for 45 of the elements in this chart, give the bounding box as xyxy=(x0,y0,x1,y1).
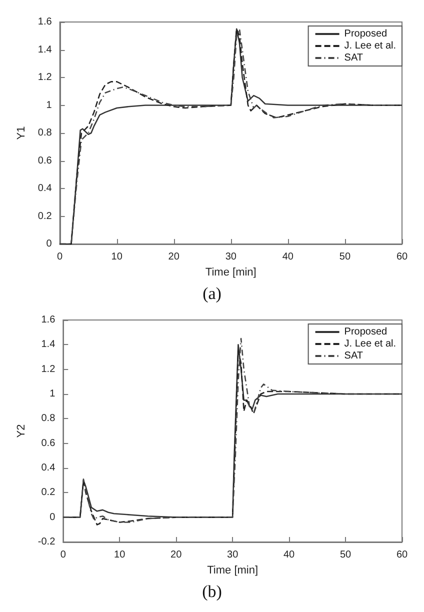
x-tick-label: 30 xyxy=(227,550,239,560)
y-tick-label: 1 xyxy=(46,100,52,111)
y-tick-label: 1.4 xyxy=(38,44,52,56)
legend-label: Proposed xyxy=(344,326,388,338)
legend-label: SAT xyxy=(344,52,364,64)
x-tick-label: 40 xyxy=(283,550,296,560)
legend-label: Proposed xyxy=(344,28,388,40)
x-tick-label: 60 xyxy=(396,252,408,262)
x-tick-label: 30 xyxy=(225,252,237,262)
y-tick-label: 1.4 xyxy=(41,339,56,350)
y-tick-label: 1.6 xyxy=(38,16,52,28)
y-tick-label: 0.6 xyxy=(41,438,56,449)
x-tick-label: 60 xyxy=(396,550,408,560)
y-tick-label: 1.2 xyxy=(38,72,52,83)
y-tick-label: 0.2 xyxy=(38,210,52,222)
text: (a) xyxy=(202,284,222,303)
x-tick-label: 50 xyxy=(339,252,351,262)
y-tick-label: 0 xyxy=(46,238,52,250)
y-tick-label: 0.8 xyxy=(38,128,52,138)
x-tick-label: 0 xyxy=(60,550,66,560)
y-tick-label: 1.6 xyxy=(41,314,56,326)
y-tick-label: 1.2 xyxy=(41,364,56,375)
x-axis-title: Time [min] xyxy=(205,266,256,278)
x-tick-label: 50 xyxy=(340,550,352,560)
y-tick-label: 0 xyxy=(50,512,56,523)
x-tick-label: 0 xyxy=(57,252,64,262)
x-tick-label: 20 xyxy=(170,550,182,560)
y-tick-label: 0.4 xyxy=(38,183,52,194)
y-tick-label: 0.2 xyxy=(41,487,56,498)
y-tick-label: 1 xyxy=(50,388,56,400)
y-tick-label: 0.8 xyxy=(41,413,56,424)
x-tick-label: 20 xyxy=(168,252,180,262)
legend-label: SAT xyxy=(344,350,364,362)
y-tick-label: 0.6 xyxy=(38,155,52,166)
text: (b) xyxy=(202,582,222,601)
y-tick-label: -0.2 xyxy=(38,536,56,548)
x-tick-label: 10 xyxy=(111,252,123,262)
legend-label: J. Lee et al. xyxy=(344,338,396,350)
x-tick-label: 10 xyxy=(114,550,126,560)
legend-label: J. Lee et al. xyxy=(344,40,396,52)
y-axis-title: Y1 xyxy=(16,126,28,140)
x-axis-title: Time [min] xyxy=(207,564,258,576)
y-axis-title: Y2 xyxy=(16,424,28,438)
x-tick-label: 40 xyxy=(282,252,294,262)
y-tick-label: 0.4 xyxy=(41,462,56,474)
